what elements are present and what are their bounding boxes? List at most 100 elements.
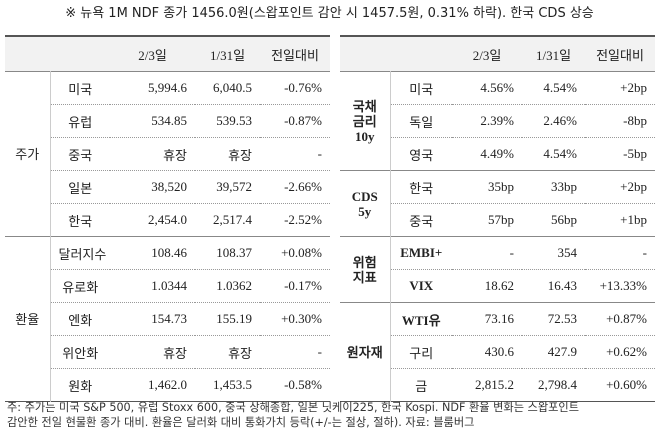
value-cell: - <box>260 137 330 171</box>
group-label-line: 5y <box>358 203 372 219</box>
data-row: 한국 2,454.0 2,517.4 -2.52% <box>5 203 330 237</box>
value-cell: 1,453.5 <box>195 368 260 402</box>
data-row: 국채 금리 10y 미국 4.56% 4.54% +2bp <box>340 71 655 171</box>
data-row: CDS 5y 한국 35bp 33bp +2bp <box>340 170 655 237</box>
data-row: 엔화 154.73 155.19 +0.30% <box>5 302 330 336</box>
right-table: 2/3일 1/31일 전일대비 국채 금리 10y 미국 4.56% 4.54% +2bp 독일 2.… <box>340 35 655 402</box>
value-cell: 33bp <box>522 170 585 204</box>
value-cell: -0.17% <box>260 269 330 303</box>
data-row: 금 2,815.2 2,798.4 +0.60% <box>340 368 655 402</box>
group-label: 주가 <box>5 71 51 237</box>
header-cell: 2/3일 <box>110 36 195 72</box>
group-label: 국채 금리 10y <box>340 71 391 171</box>
value-cell: 56bp <box>522 203 585 237</box>
data-row: 위험 지표 EMBI+ -354- <box>340 236 655 303</box>
value-cell: 휴장 <box>195 335 260 369</box>
row-name: 구리 <box>390 335 452 369</box>
value-cell: 73.16 <box>452 302 522 336</box>
row-name: 중국 <box>390 203 452 237</box>
value-cell: 427.9 <box>522 335 585 369</box>
footnote-line: 감안한 전일 현물환 종가 대비. 환율은 달러화 대비 통화가치 등락(+/-… <box>7 416 475 429</box>
row-name: EMBI+ <box>390 236 452 270</box>
value-cell: -2.52% <box>260 203 330 237</box>
value-cell: 154.73 <box>110 302 195 336</box>
value-cell: +0.62% <box>585 335 655 369</box>
header-cell: 전일대비 <box>260 36 330 72</box>
footnote-line: 주: 주가는 미국 S&P 500, 유럽 Stoxx 600, 중국 상해종합… <box>7 401 580 414</box>
value-cell: 2,517.4 <box>195 203 260 237</box>
header-cell: 전일대비 <box>585 36 655 72</box>
data-row: 위안화 휴장 휴장 - <box>5 335 330 369</box>
header-row: 2/3일 1/31일 전일대비 <box>340 36 655 72</box>
value-cell: 1.0344 <box>110 269 195 303</box>
group-label: CDS 5y <box>340 170 391 237</box>
row-name: 유로화 <box>50 269 110 303</box>
group-label-line: 금리 <box>352 113 377 129</box>
value-cell: 휴장 <box>110 137 195 171</box>
left-table: 2/3일 1/31일 전일대비 주가 미국 5,994.6 6,040.5 -0.76% 유럽 5… <box>5 35 330 402</box>
header-cell <box>50 36 110 72</box>
value-cell: 539.53 <box>195 104 260 138</box>
row-name: 유럽 <box>50 104 110 138</box>
value-cell: 16.43 <box>522 269 585 303</box>
data-row: 환율 달러지수 108.46 108.37 +0.08% <box>5 236 330 402</box>
value-cell: 534.85 <box>110 104 195 138</box>
row-name: VIX <box>390 269 452 303</box>
data-row: 영국 4.49% 4.54% -5bp <box>340 137 655 171</box>
value-cell: 6,040.5 <box>195 71 260 105</box>
group-label-line: 10y <box>355 128 375 144</box>
header-cell <box>5 36 50 72</box>
data-row: 독일 2.39% 2.46% -8bp <box>340 104 655 138</box>
value-cell: 38,520 <box>110 170 195 204</box>
value-cell: 휴장 <box>195 137 260 171</box>
value-cell: 108.37 <box>195 236 260 270</box>
value-cell: 155.19 <box>195 302 260 336</box>
row-name: 독일 <box>390 104 452 138</box>
row-name: 위안화 <box>50 335 110 369</box>
data-row: 유로화 1.0344 1.0362 -0.17% <box>5 269 330 303</box>
value-cell: 2.46% <box>522 104 585 138</box>
value-cell: +0.60% <box>585 368 655 402</box>
value-cell: -2.66% <box>260 170 330 204</box>
row-name: 영국 <box>390 137 452 171</box>
group-label-line: 위험 <box>352 254 377 270</box>
header-cell <box>340 36 390 72</box>
data-row: 중국 휴장 휴장 - <box>5 137 330 171</box>
group-label: 환율 <box>5 236 51 402</box>
value-cell: 2,454.0 <box>110 203 195 237</box>
header-cell: 1/31일 <box>195 36 260 72</box>
group-label-line: 원자재 <box>346 344 383 360</box>
value-cell: 35bp <box>452 170 522 204</box>
header-cell: 2/3일 <box>452 36 522 72</box>
value-cell: 354 <box>522 236 585 270</box>
value-cell: +1bp <box>585 203 655 237</box>
value-cell: 2,815.2 <box>452 368 522 402</box>
group-label-line: 지표 <box>352 269 377 285</box>
data-row: 구리 430.6 427.9 +0.62% <box>340 335 655 369</box>
value-cell: 72.53 <box>522 302 585 336</box>
group-label-line: 주가 <box>15 146 40 162</box>
group-label: 위험 지표 <box>340 236 391 303</box>
row-name: 미국 <box>390 71 452 105</box>
value-cell: +2bp <box>585 71 655 105</box>
value-cell: 4.54% <box>522 137 585 171</box>
value-cell: 5,994.6 <box>110 71 195 105</box>
row-name: 한국 <box>50 203 110 237</box>
value-cell: - <box>260 335 330 369</box>
value-cell: -5bp <box>585 137 655 171</box>
row-name: 달러지수 <box>50 236 110 270</box>
value-cell: 57bp <box>452 203 522 237</box>
value-cell: 108.46 <box>110 236 195 270</box>
value-cell: -0.76% <box>260 71 330 105</box>
value-cell: +0.08% <box>260 236 330 270</box>
value-cell: -8bp <box>585 104 655 138</box>
value-cell: 4.56% <box>452 71 522 105</box>
group-label-line: 환율 <box>15 311 40 327</box>
value-cell: 2,798.4 <box>522 368 585 402</box>
data-row: VIX 18.62 16.43 +13.33% <box>340 269 655 303</box>
data-row: 일본 38,520 39,572 -2.66% <box>5 170 330 204</box>
value-cell: +2bp <box>585 170 655 204</box>
value-cell: - <box>585 236 655 270</box>
row-name: 한국 <box>390 170 452 204</box>
